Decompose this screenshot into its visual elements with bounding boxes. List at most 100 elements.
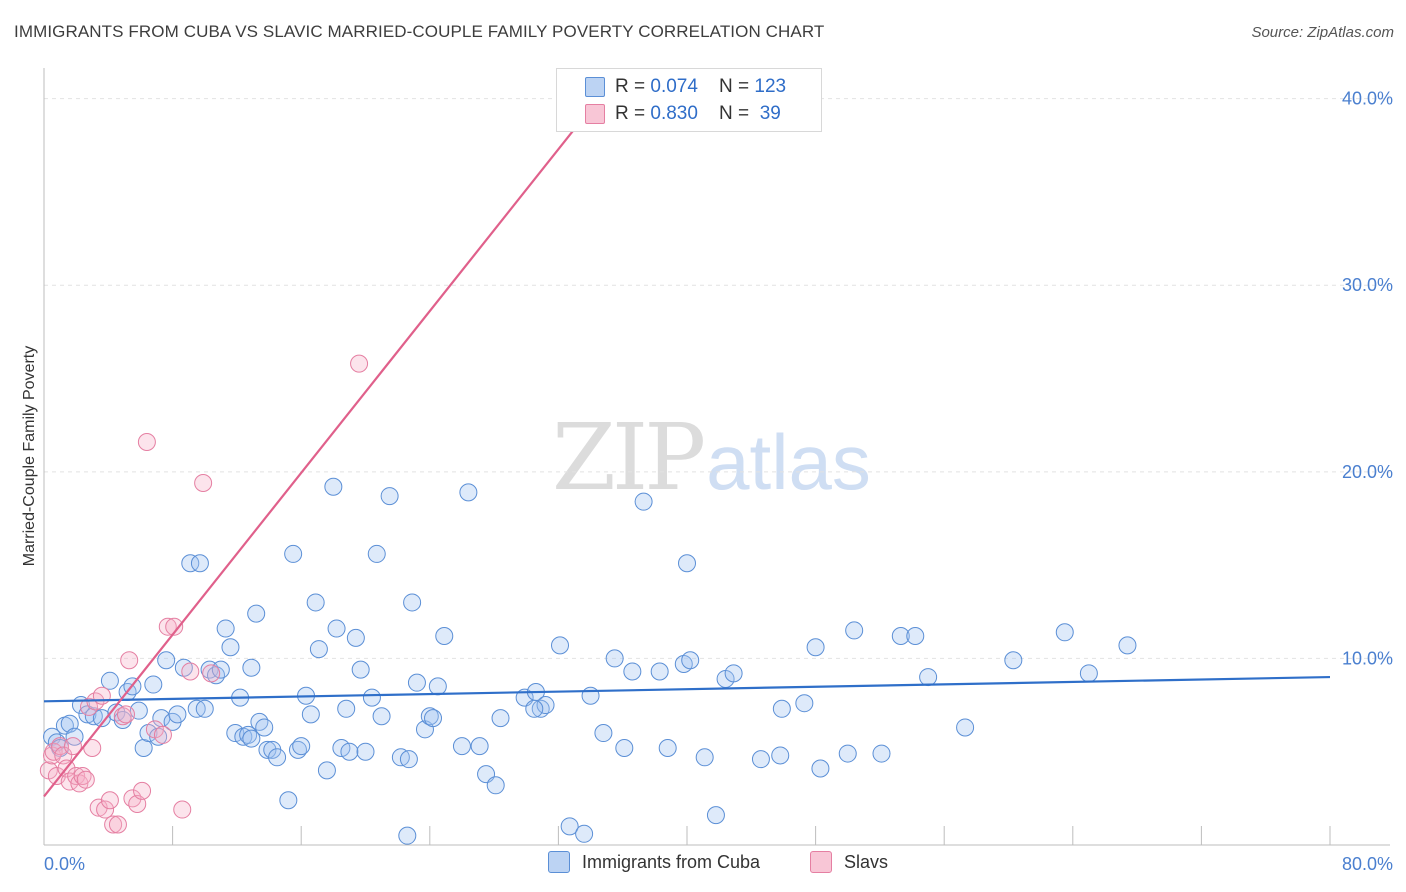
- legend-item-cuba[interactable]: Immigrants from Cuba: [548, 851, 760, 873]
- cuba-point: [906, 627, 925, 646]
- slav-point: [165, 617, 184, 636]
- legend-text-cuba: R = 0.074 N = 123: [615, 76, 786, 98]
- cuba-point: [181, 554, 200, 573]
- cuba-point: [435, 627, 454, 646]
- legend-item-slav[interactable]: Slavs: [810, 851, 888, 873]
- cuba-point: [340, 742, 359, 761]
- legend-r-value: 0.074: [650, 76, 698, 97]
- cuba-point: [891, 627, 910, 646]
- cuba-point: [346, 628, 365, 647]
- cuba-point: [168, 705, 187, 724]
- slav-point: [194, 474, 213, 493]
- cuba-point: [279, 791, 298, 810]
- watermark: ZIPatlas: [552, 404, 871, 511]
- chart-title: IMMIGRANTS FROM CUBA VS SLAVIC MARRIED-C…: [14, 22, 825, 41]
- x-tick-label: 80.0%: [1342, 854, 1393, 874]
- slav-point: [350, 354, 369, 373]
- tick-labels: 10.0% 20.0% 30.0% 40.0% 0.0% 80.0%: [44, 89, 1393, 874]
- slav-point: [108, 815, 127, 834]
- cuba-point: [327, 619, 346, 638]
- cuba-point: [134, 738, 153, 757]
- correlation-legend: R = 0.074 N = 123 R = 0.830 N = 39: [556, 68, 822, 132]
- slav-point: [137, 432, 156, 451]
- cuba-point: [337, 699, 356, 718]
- series-slav-points: [39, 89, 578, 834]
- cuba-point: [1055, 623, 1074, 642]
- y-tick-label: 30.0%: [1342, 275, 1393, 295]
- cuba-point: [811, 759, 830, 778]
- cuba-point: [428, 677, 447, 696]
- slav-point: [76, 770, 95, 789]
- cuba-point: [100, 671, 119, 690]
- cuba-point: [919, 668, 938, 687]
- cuba-point: [399, 750, 418, 769]
- slav-point: [123, 789, 142, 808]
- cuba-point: [536, 696, 555, 715]
- cuba-point: [486, 776, 505, 795]
- legend-label-cuba: Immigrants from Cuba: [582, 851, 761, 872]
- slav-point: [51, 737, 70, 756]
- legend-n-label: N =: [719, 103, 755, 124]
- cuba-point: [751, 750, 770, 769]
- cuba-point: [525, 699, 544, 718]
- cuba-point: [634, 492, 653, 511]
- cuba-point: [470, 737, 489, 756]
- legend-text-slav: R = 0.830 N = 39: [615, 103, 781, 125]
- trend-lines: [43, 97, 1331, 798]
- trend-line-slav: [43, 97, 600, 798]
- legend-swatch-slav: [585, 104, 605, 124]
- cuba-point: [301, 705, 320, 724]
- slav-point: [181, 662, 200, 681]
- watermark-atlas: atlas: [706, 418, 871, 506]
- cuba-point: [367, 544, 386, 563]
- cuba-point: [706, 806, 725, 825]
- slav-point: [113, 707, 132, 726]
- cuba-point: [695, 748, 714, 767]
- cuba-point: [247, 604, 266, 623]
- y-tick-label: 10.0%: [1342, 648, 1393, 668]
- cuba-point: [594, 724, 613, 743]
- cuba-point: [650, 662, 669, 681]
- legend-r-value: 0.830: [650, 103, 698, 124]
- cuba-point: [956, 718, 975, 737]
- cuba-point: [292, 737, 311, 756]
- x-tick-label: 0.0%: [44, 854, 85, 874]
- slav-point: [116, 705, 135, 724]
- cuba-point: [65, 727, 84, 746]
- cuba-point: [195, 699, 214, 718]
- cuba-point: [420, 707, 439, 726]
- cuba-point: [362, 688, 381, 707]
- cuba-point: [255, 718, 274, 737]
- cuba-point: [242, 729, 261, 748]
- cuba-point: [113, 710, 132, 729]
- legend-swatch-cuba: [548, 851, 570, 873]
- series-cuba-points: [43, 477, 1137, 845]
- cuba-point: [581, 686, 600, 705]
- cuba-point: [250, 712, 269, 731]
- slav-point: [100, 791, 119, 810]
- cuba-point: [872, 744, 891, 763]
- cuba-point: [551, 636, 570, 655]
- cuba-point: [772, 699, 791, 718]
- cuba-point: [242, 658, 261, 677]
- slav-point: [202, 664, 221, 683]
- cuba-point: [317, 761, 336, 780]
- cuba-point: [351, 660, 370, 679]
- cuba-point: [605, 649, 624, 668]
- cuba-point: [795, 694, 814, 713]
- cuba-point: [78, 705, 97, 724]
- cuba-point: [144, 675, 163, 694]
- cuba-point: [838, 744, 857, 763]
- cuba-point: [452, 737, 471, 756]
- cuba-point: [845, 621, 864, 640]
- cuba-point: [306, 593, 325, 612]
- cuba-point: [806, 638, 825, 657]
- cuba-point: [324, 477, 343, 496]
- trend-line-cuba: [43, 675, 1331, 703]
- cuba-point: [424, 709, 443, 728]
- legend-r-label: R =: [615, 103, 651, 124]
- legend-r-label: R =: [615, 76, 651, 97]
- slav-point: [92, 686, 111, 705]
- slav-point: [173, 800, 192, 819]
